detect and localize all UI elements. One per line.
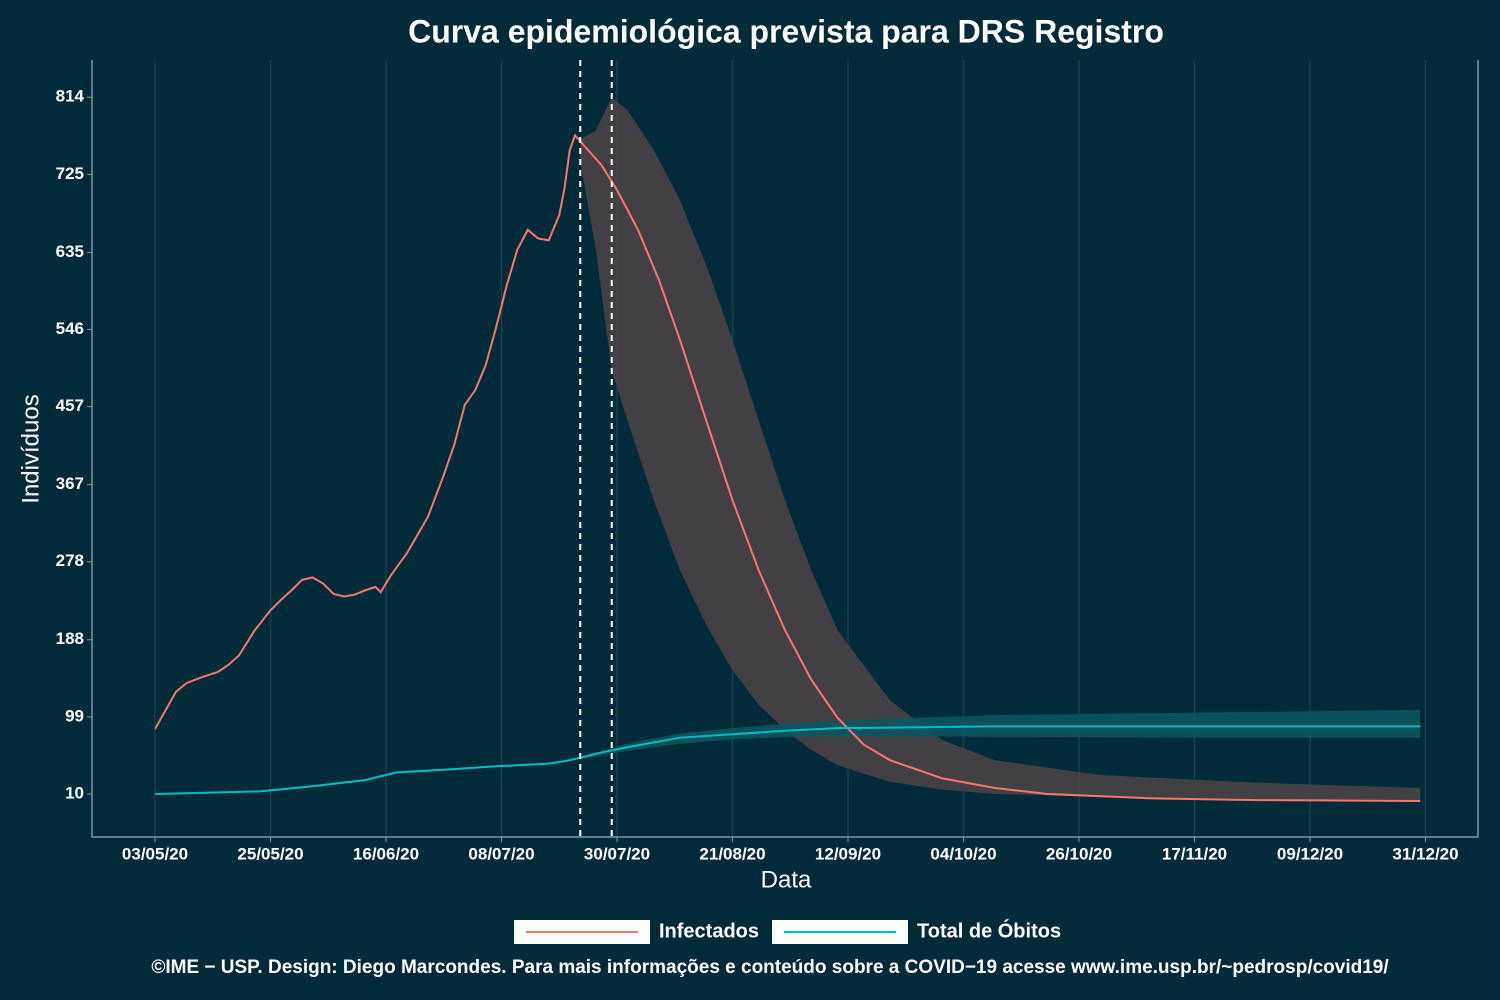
y-axis-label: Indivíduos	[17, 394, 44, 503]
x-tick-label: 16/06/20	[353, 844, 419, 863]
x-tick-label: 04/10/20	[930, 844, 996, 863]
x-tick-label: 03/05/20	[122, 844, 188, 863]
y-tick-label: 278	[56, 551, 84, 570]
y-tick-label: 814	[56, 87, 85, 106]
x-tick-label: 12/09/20	[815, 844, 881, 863]
x-tick-label: 26/10/20	[1046, 844, 1112, 863]
confidence-band	[580, 97, 1421, 801]
y-tick-label: 725	[56, 164, 84, 183]
y-tick-label: 457	[56, 396, 84, 415]
series-line	[154, 133, 1421, 802]
y-tick-label: 367	[56, 474, 84, 493]
y-tick-label: 10	[65, 784, 84, 803]
x-tick-label: 17/11/20	[1162, 844, 1227, 863]
legend-label: Infectados	[659, 920, 759, 942]
confidence-band	[580, 709, 1421, 760]
y-tick-label: 546	[56, 319, 84, 338]
x-tick-label: 25/05/20	[237, 844, 303, 863]
y-tick-label: 188	[56, 629, 84, 648]
x-axis-label: Data	[761, 866, 812, 893]
x-tick-label: 30/07/20	[584, 844, 650, 863]
y-tick-label: 635	[56, 242, 84, 261]
x-tick-label: 21/08/20	[699, 844, 765, 863]
legend-label: Total de Óbitos	[917, 918, 1061, 942]
x-tick-label: 31/12/20	[1392, 844, 1458, 863]
x-tick-label: 09/12/20	[1277, 844, 1343, 863]
y-tick-label: 99	[65, 706, 84, 725]
series-line	[154, 725, 1421, 796]
axis-frame	[91, 60, 1479, 838]
x-tick-label: 08/07/20	[468, 844, 534, 863]
caption: ©IME − USP. Design: Diego Marcondes. Par…	[151, 957, 1389, 978]
chart-title: Curva epidemiológica prevista para DRS R…	[408, 13, 1164, 49]
